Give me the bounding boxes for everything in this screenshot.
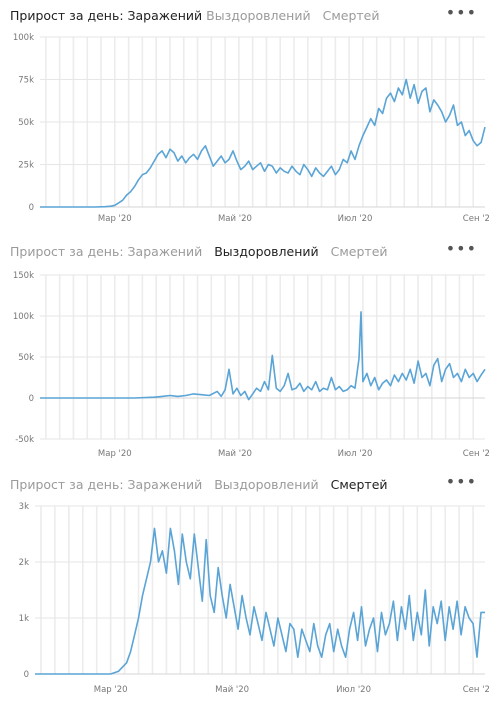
- tab-deaths[interactable]: Смертей: [330, 243, 388, 259]
- y-tick-label: 0: [29, 394, 34, 404]
- y-tick-label: 50k: [18, 118, 34, 128]
- tab-prefix-label: Прирост за день:: [10, 243, 124, 259]
- y-tick-label: 150k: [13, 271, 34, 281]
- tab-recoveries[interactable]: Выздоровлений: [214, 243, 319, 259]
- y-tick-label: 100k: [13, 33, 34, 43]
- x-tick-label: Сен '20: [463, 685, 489, 695]
- y-tick-label: 25k: [18, 161, 34, 171]
- infections-chart: 0 25k 50k 75k 100k Мар '20 Май '20 Июл '20 Сен '…: [13, 33, 489, 224]
- chart-panel-deaths: Прирост за день: Заражений Выздоровлений…: [0, 474, 489, 696]
- x-tick-label: Мар '20: [98, 449, 132, 459]
- y-tick-label: 3k: [19, 502, 29, 512]
- x-tick-label: Мар '20: [94, 685, 128, 695]
- tab-infections-label[interactable]: Прирост за день: Заражений: [10, 7, 203, 23]
- y-tick-label: 1k: [19, 614, 29, 624]
- x-tick-label: Июл '20: [336, 685, 371, 695]
- x-tick-label: Май '20: [218, 449, 252, 459]
- y-tick-label: 75k: [18, 76, 34, 86]
- tab-infections[interactable]: Заражений: [127, 243, 203, 259]
- tab-recoveries[interactable]: Выздоровлений: [206, 7, 311, 23]
- more-options-icon[interactable]: •••: [445, 472, 477, 491]
- y-tick-label: 100k: [13, 312, 34, 322]
- tab-deaths[interactable]: Смертей: [330, 476, 388, 492]
- chart-panel-recoveries: Прирост за день: Заражений Выздоровлений…: [0, 241, 489, 463]
- x-tick-label: Мар '20: [98, 214, 132, 224]
- tab-deaths[interactable]: Смертей: [322, 7, 380, 23]
- series-line: [40, 311, 486, 401]
- tab-infections[interactable]: Заражений: [127, 476, 203, 492]
- more-options-icon[interactable]: •••: [445, 3, 477, 22]
- x-tick-label: Май '20: [215, 685, 249, 695]
- series-line: [35, 527, 485, 675]
- y-tick-label: -50k: [15, 435, 34, 445]
- x-tick-label: Июл '20: [338, 214, 373, 224]
- series-line: [40, 78, 486, 208]
- y-tick-label: 50k: [18, 353, 34, 363]
- more-options-icon[interactable]: •••: [445, 239, 477, 258]
- x-tick-label: Июл '20: [338, 449, 373, 459]
- x-tick-label: Май '20: [218, 214, 252, 224]
- metric-tabs: Прирост за день: Заражений Выздоровлений…: [10, 474, 400, 494]
- tab-prefix-label: Прирост за день:: [10, 476, 124, 492]
- deaths-chart: 0 1k 2k 3k Мар '20 Май '20 Июл '20 Сен '20: [19, 502, 489, 695]
- recoveries-chart: -50k 0 50k 100k 150k Мар '20 Май '20 Июл '20 Сен…: [13, 271, 489, 459]
- x-tick-label: Сен '20: [463, 214, 489, 224]
- metric-tabs: Прирост за день: Заражений Выздоровлений…: [10, 5, 391, 25]
- y-tick-label: 2k: [19, 558, 29, 568]
- x-tick-label: Сен '20: [463, 449, 489, 459]
- chart-panel-infections: Прирост за день: Заражений Выздоровлений…: [0, 5, 489, 227]
- y-tick-label: 0: [29, 203, 34, 213]
- metric-tabs: Прирост за день: Заражений Выздоровлений…: [10, 241, 400, 261]
- tab-recoveries[interactable]: Выздоровлений: [214, 476, 319, 492]
- y-tick-label: 0: [24, 670, 29, 680]
